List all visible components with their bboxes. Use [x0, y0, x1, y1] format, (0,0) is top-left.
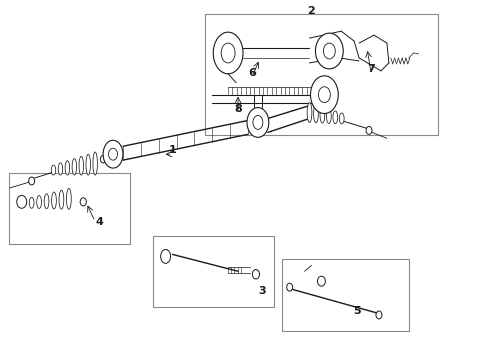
Ellipse shape: [326, 109, 331, 123]
Ellipse shape: [287, 283, 293, 291]
Text: 3: 3: [258, 286, 266, 296]
Text: 7: 7: [367, 64, 375, 74]
Text: 2: 2: [308, 6, 316, 16]
Ellipse shape: [247, 108, 269, 137]
Ellipse shape: [59, 190, 64, 209]
Ellipse shape: [79, 156, 83, 175]
Ellipse shape: [86, 154, 91, 175]
Ellipse shape: [307, 103, 312, 122]
Bar: [205, 14, 439, 135]
Text: 8: 8: [234, 104, 242, 113]
Ellipse shape: [29, 197, 34, 208]
Ellipse shape: [80, 198, 86, 206]
Ellipse shape: [37, 195, 42, 208]
Ellipse shape: [376, 311, 382, 319]
Bar: [153, 235, 274, 307]
Text: 4: 4: [95, 217, 103, 227]
Text: 6: 6: [248, 68, 256, 78]
Ellipse shape: [323, 43, 335, 59]
Ellipse shape: [17, 195, 26, 208]
Text: 1: 1: [169, 145, 176, 155]
Ellipse shape: [65, 161, 70, 175]
Ellipse shape: [58, 163, 63, 175]
Ellipse shape: [51, 165, 56, 175]
Text: 5: 5: [353, 306, 361, 316]
Ellipse shape: [44, 194, 49, 209]
Ellipse shape: [333, 111, 338, 123]
Ellipse shape: [252, 270, 260, 279]
Ellipse shape: [29, 177, 35, 185]
Bar: [9, 173, 130, 244]
Ellipse shape: [314, 105, 318, 123]
Ellipse shape: [318, 276, 325, 286]
Ellipse shape: [51, 192, 56, 209]
Ellipse shape: [340, 113, 344, 124]
Ellipse shape: [316, 33, 343, 69]
Ellipse shape: [100, 156, 106, 163]
Ellipse shape: [67, 188, 71, 209]
Ellipse shape: [72, 158, 76, 175]
Ellipse shape: [221, 43, 235, 63]
Ellipse shape: [93, 152, 98, 175]
Ellipse shape: [103, 140, 123, 168]
Ellipse shape: [311, 76, 338, 113]
Ellipse shape: [161, 249, 171, 264]
Ellipse shape: [320, 107, 325, 123]
Ellipse shape: [213, 32, 243, 74]
Bar: [282, 260, 409, 331]
Ellipse shape: [318, 87, 330, 103]
Ellipse shape: [366, 126, 372, 134]
Ellipse shape: [109, 148, 118, 160]
Ellipse shape: [253, 116, 263, 129]
